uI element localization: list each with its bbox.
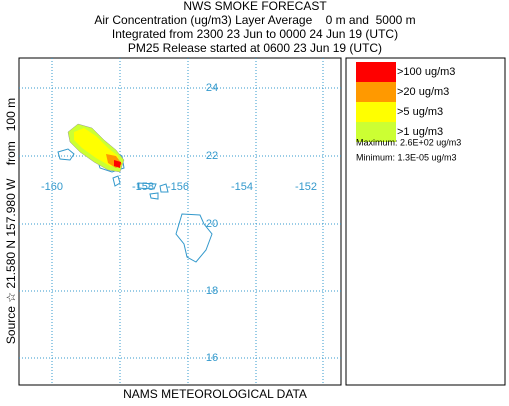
title: NWS SMOKE FORECAST: [183, 0, 327, 13]
longitude-labels: -160 -158 -156 -154 -152: [41, 181, 317, 193]
legend-swatch: [356, 122, 396, 142]
header-line: Air Concentration (ug/m3) Layer Average …: [94, 13, 415, 27]
legend: >100 ug/m3 >20 ug/m3 >5 ug/m3 >1 ug/m3: [356, 62, 455, 142]
grid: [19, 58, 341, 385]
legend-label: >100 ug/m3: [397, 66, 455, 78]
smoke-plume: [67, 123, 125, 173]
longitude-label: -160: [41, 181, 63, 193]
latitude-label: 18: [206, 285, 218, 297]
minimum: Minimum: 1.3E-05 ug/m3: [356, 152, 457, 162]
latitude-labels: 24 22 20 18 16: [206, 82, 218, 364]
source-label: Source ☆ 21.580 N 157.980 W from 100 m: [4, 98, 18, 344]
longitude-label: -152: [295, 181, 317, 193]
legend-label: >1 ug/m3: [397, 126, 443, 138]
header-line: Integrated from 2300 23 Jun to 0000 24 J…: [112, 27, 398, 41]
latitude-label: 16: [206, 352, 218, 364]
latitude-label: 22: [206, 150, 218, 162]
maximum: Maximum: 2.6E+02 ug/m3: [356, 137, 461, 147]
legend-swatch: [356, 102, 396, 122]
footer: NAMS METEOROLOGICAL DATA: [123, 387, 307, 401]
longitude-label: -154: [231, 181, 253, 193]
longitude-label: -156: [167, 181, 189, 193]
legend-swatch: [356, 62, 396, 82]
legend-swatch: [356, 82, 396, 102]
map-frame: [18, 57, 342, 386]
header-line: PM25 Release started at 0600 23 Jun 19 (…: [128, 41, 382, 55]
legend-label: >5 ug/m3: [397, 106, 443, 118]
legend-label: >20 ug/m3: [397, 86, 449, 98]
latitude-label: 24: [206, 82, 218, 94]
islands: [57, 148, 213, 263]
longitude-label: -158: [132, 181, 154, 193]
legend-frame: [345, 57, 506, 386]
latitude-label: 20: [206, 218, 218, 230]
